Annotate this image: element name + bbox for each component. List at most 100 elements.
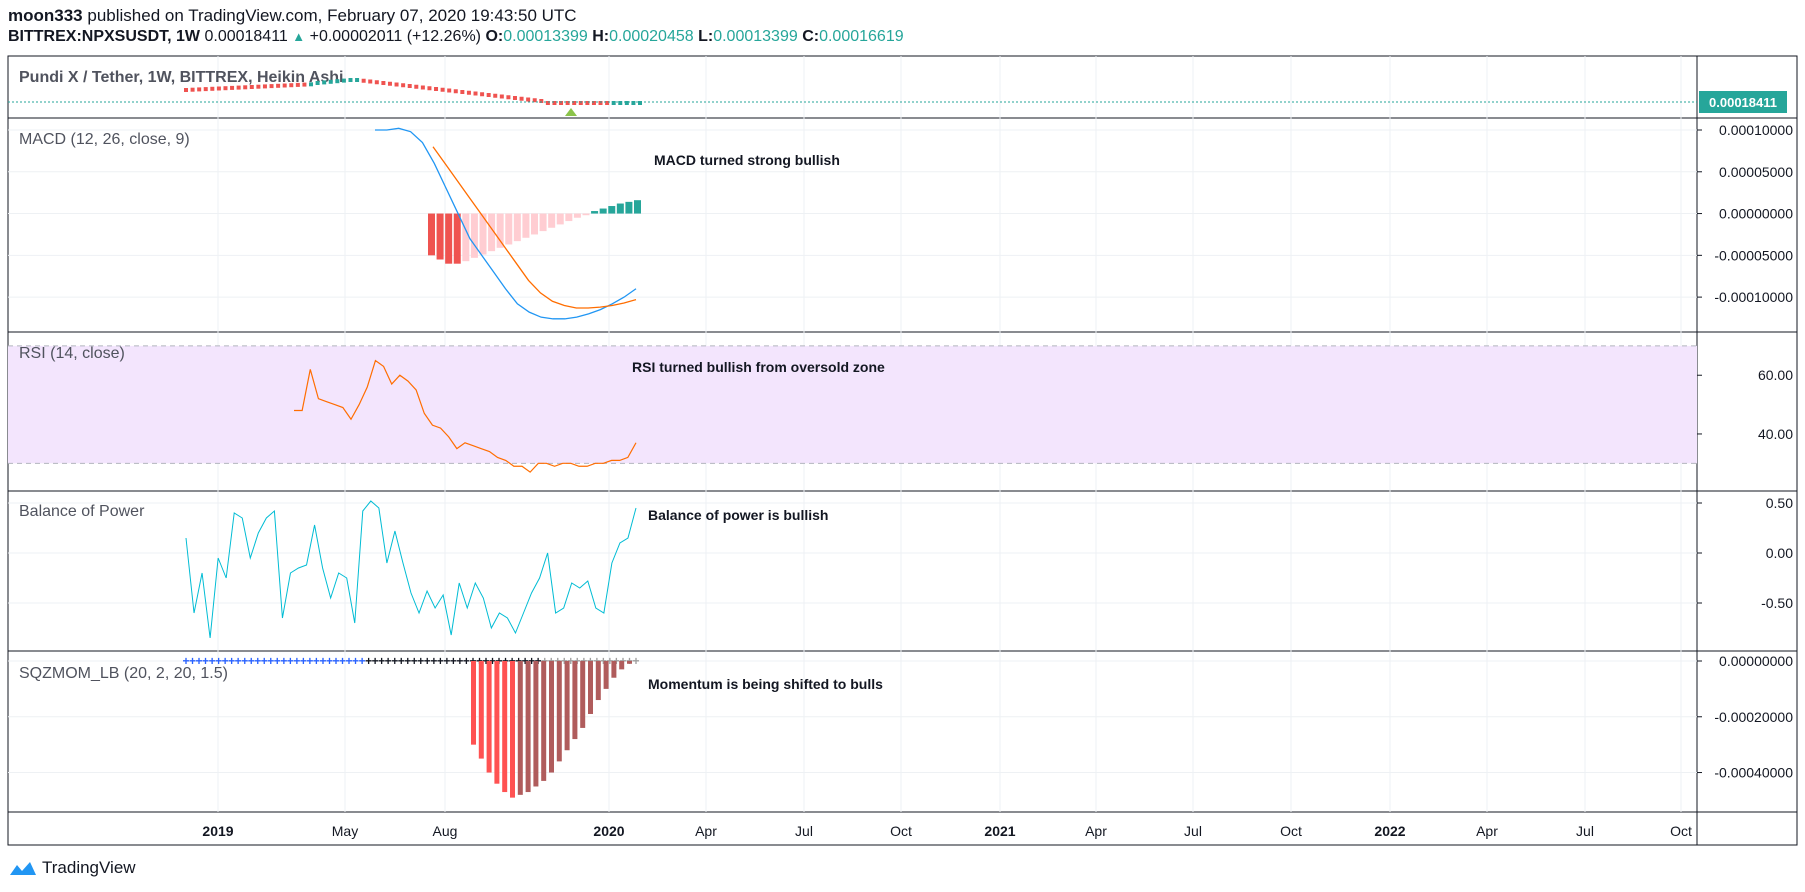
tradingview-logo-icon: [10, 862, 36, 875]
price-candle: [197, 87, 202, 92]
price-candle: [401, 83, 406, 88]
momentum-bar: [556, 661, 562, 762]
momentum-bar: [533, 661, 539, 787]
price-candle: [361, 78, 366, 83]
price-candle: [328, 79, 333, 84]
x-tick-label: 2022: [1374, 823, 1405, 839]
macd-histogram-bar: [513, 213, 521, 242]
y-tick-label: -0.00010000: [1714, 289, 1793, 305]
high-label: H:: [592, 28, 610, 45]
squeeze-dot: +: [261, 654, 268, 668]
squeeze-dot: +: [280, 654, 287, 668]
symbol-label[interactable]: BITTREX:NPXSUSDT, 1W: [8, 28, 201, 45]
squeeze-dot: +: [463, 654, 470, 668]
price-candle: [572, 101, 577, 105]
momentum-bar: [611, 661, 617, 678]
squeeze-dot: +: [606, 654, 613, 668]
x-tick-label: Oct: [890, 823, 912, 839]
momentum-bar: [580, 661, 586, 728]
momentum-bar: [517, 661, 523, 795]
pane-title: MACD (12, 26, close, 9): [19, 131, 190, 148]
price-candle: [638, 101, 642, 105]
macd-histogram-bar: [616, 203, 624, 214]
squeeze-dot: +: [417, 654, 424, 668]
price-candle: [203, 87, 208, 92]
macd-histogram-bar: [505, 213, 513, 245]
squeeze-dot: +: [378, 654, 385, 668]
macd-histogram-bar: [634, 200, 641, 214]
y-tick-label: 40.00: [1758, 426, 1793, 442]
squeeze-dot: +: [365, 654, 372, 668]
annotation-label: Balance of power is bullish: [648, 507, 828, 523]
squeeze-dot: +: [267, 654, 274, 668]
squeeze-dot: +: [398, 654, 405, 668]
x-tick-label: Apr: [695, 823, 717, 839]
symbol-header: BITTREX:NPXSUSDT, 1W 0.00018411 ▲ +0.000…: [8, 28, 904, 46]
price-candle: [216, 86, 221, 91]
up-arrow-icon: ▲: [292, 29, 306, 44]
price-candle: [368, 79, 373, 84]
price-candle: [348, 78, 353, 82]
macd-histogram-bar: [599, 208, 607, 214]
price-candle: [473, 91, 478, 96]
price-candle: [611, 101, 616, 105]
squeeze-dot: +: [632, 654, 639, 668]
squeeze-dot: +: [215, 654, 222, 668]
price-candle: [302, 82, 307, 87]
macd-histogram-bar: [556, 213, 564, 225]
open-label: O:: [485, 28, 504, 45]
squeeze-dot: +: [352, 654, 359, 668]
squeeze-dot: +: [287, 654, 294, 668]
macd-histogram-bar: [608, 206, 616, 214]
price-candle: [591, 101, 596, 105]
macd-histogram-bar: [548, 213, 556, 228]
rsi-band: [8, 345, 1697, 464]
x-tick-label: Oct: [1670, 823, 1692, 839]
squeeze-dot: +: [306, 654, 313, 668]
y-tick-label: 60.00: [1758, 367, 1793, 383]
squeeze-dot: +: [235, 654, 242, 668]
squeeze-dot: +: [196, 654, 203, 668]
squeeze-dot: +: [404, 654, 411, 668]
x-tick-label: Apr: [1085, 823, 1107, 839]
pane-title: RSI (14, close): [19, 345, 125, 362]
price-candle: [559, 101, 564, 105]
squeeze-dot: +: [482, 654, 489, 668]
high-value: 0.00020458: [609, 28, 694, 45]
x-tick-label: 2020: [593, 823, 624, 839]
pane-title: Balance of Power: [19, 503, 145, 520]
price-candle: [427, 86, 432, 91]
price-candle: [387, 81, 392, 86]
price-candle: [256, 84, 261, 89]
macd-histogram-bar: [479, 213, 487, 255]
price-candle: [545, 101, 550, 105]
x-tick-label: Jul: [1184, 823, 1202, 839]
tradingview-logo[interactable]: TradingView: [8, 858, 136, 878]
squeeze-dot: +: [339, 654, 346, 668]
macd-histogram-bar: [539, 213, 547, 232]
price-change: +0.00002011 (+12.26%): [309, 28, 481, 45]
squeeze-dot: +: [450, 654, 457, 668]
momentum-bar: [541, 661, 547, 781]
y-tick-label: 0.00000000: [1719, 206, 1793, 222]
buy-marker-icon: [565, 108, 577, 116]
publisher-name[interactable]: moon333: [8, 6, 83, 25]
macd-histogram-bar: [462, 213, 470, 262]
price-candle: [230, 85, 235, 90]
squeeze-dot: +: [411, 654, 418, 668]
squeeze-dot: +: [293, 654, 300, 668]
momentum-bar: [478, 661, 484, 759]
price-candle: [210, 86, 215, 91]
annotation-label: Momentum is being shifted to bulls: [648, 676, 883, 692]
pane-title: SQZMOM_LB (20, 2, 20, 1.5): [19, 665, 228, 682]
momentum-bar: [603, 661, 609, 689]
macd-histogram-bar: [436, 213, 444, 260]
macd-line: [375, 127, 637, 320]
last-price-badge: [1699, 91, 1787, 113]
y-tick-label: -0.50: [1761, 595, 1793, 611]
low-value: 0.00013399: [713, 28, 798, 45]
squeeze-dot: +: [189, 654, 196, 668]
close-value: 0.00016619: [819, 28, 904, 45]
price-candle: [341, 78, 346, 83]
